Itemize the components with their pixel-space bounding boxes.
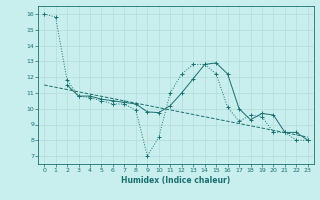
X-axis label: Humidex (Indice chaleur): Humidex (Indice chaleur) [121,176,231,185]
